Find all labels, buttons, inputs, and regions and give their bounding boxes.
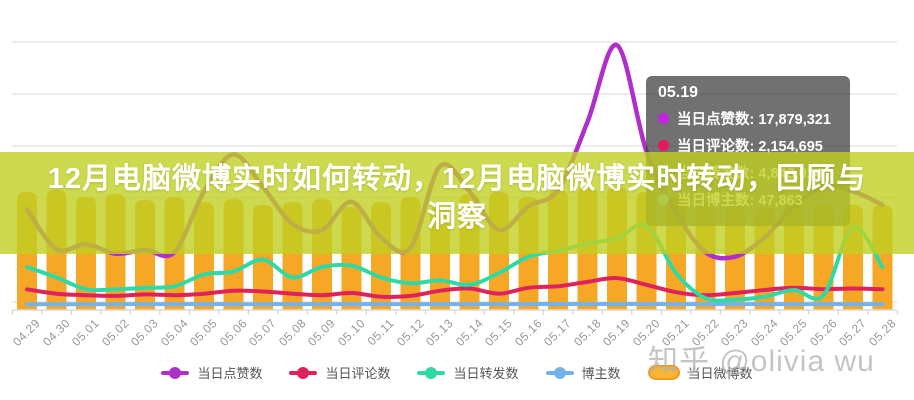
watermark-text: 知乎 @olivia wu [648, 345, 875, 378]
legend-line-dot-marker-icon [417, 366, 446, 380]
legend-line-dot-marker-icon [545, 366, 574, 380]
legend-item-当日微博数[interactable]: 当日微博数 [647, 363, 753, 382]
legend-bar-marker-icon [647, 365, 680, 380]
legend-item-博主数[interactable]: 博主数 [545, 363, 621, 382]
tooltip-series-dot [658, 140, 669, 151]
legend-label: 博主数 [581, 366, 621, 381]
legend-line-dot-marker-icon [289, 366, 318, 380]
page-title-line2: 洞察 [426, 201, 487, 233]
legend-item-当日点赞数[interactable]: 当日点赞数 [161, 363, 262, 382]
page-title-line1: 12月电脑微博实时如何转动，12月电脑微博实时转动，回顾与 [47, 163, 867, 195]
legend-label: 当日评论数 [325, 366, 391, 381]
legend-label: 当日微博数 [687, 366, 753, 381]
legend-label: 当日点赞数 [197, 366, 263, 381]
legend-line-dot-marker-icon [161, 366, 190, 380]
tooltip-date: 05.19 [658, 84, 699, 101]
title-overlay-banner: 12月电脑微博实时如何转动，12月电脑微博实时转动，回顾与 洞察 [0, 152, 914, 254]
tooltip-row: 当日点赞数: 17,879,321 [658, 108, 838, 129]
legend-item-当日评论数[interactable]: 当日评论数 [289, 363, 390, 382]
tooltip-series-dot [658, 113, 669, 124]
chart-legend: 当日点赞数 当日评论数 当日转发数 博主数 当日微博数 [0, 363, 914, 382]
tooltip-series-value: 当日点赞数: 17,879,321 [677, 112, 831, 128]
legend-label: 当日转发数 [453, 366, 519, 381]
legend-item-当日转发数[interactable]: 当日转发数 [417, 363, 519, 382]
